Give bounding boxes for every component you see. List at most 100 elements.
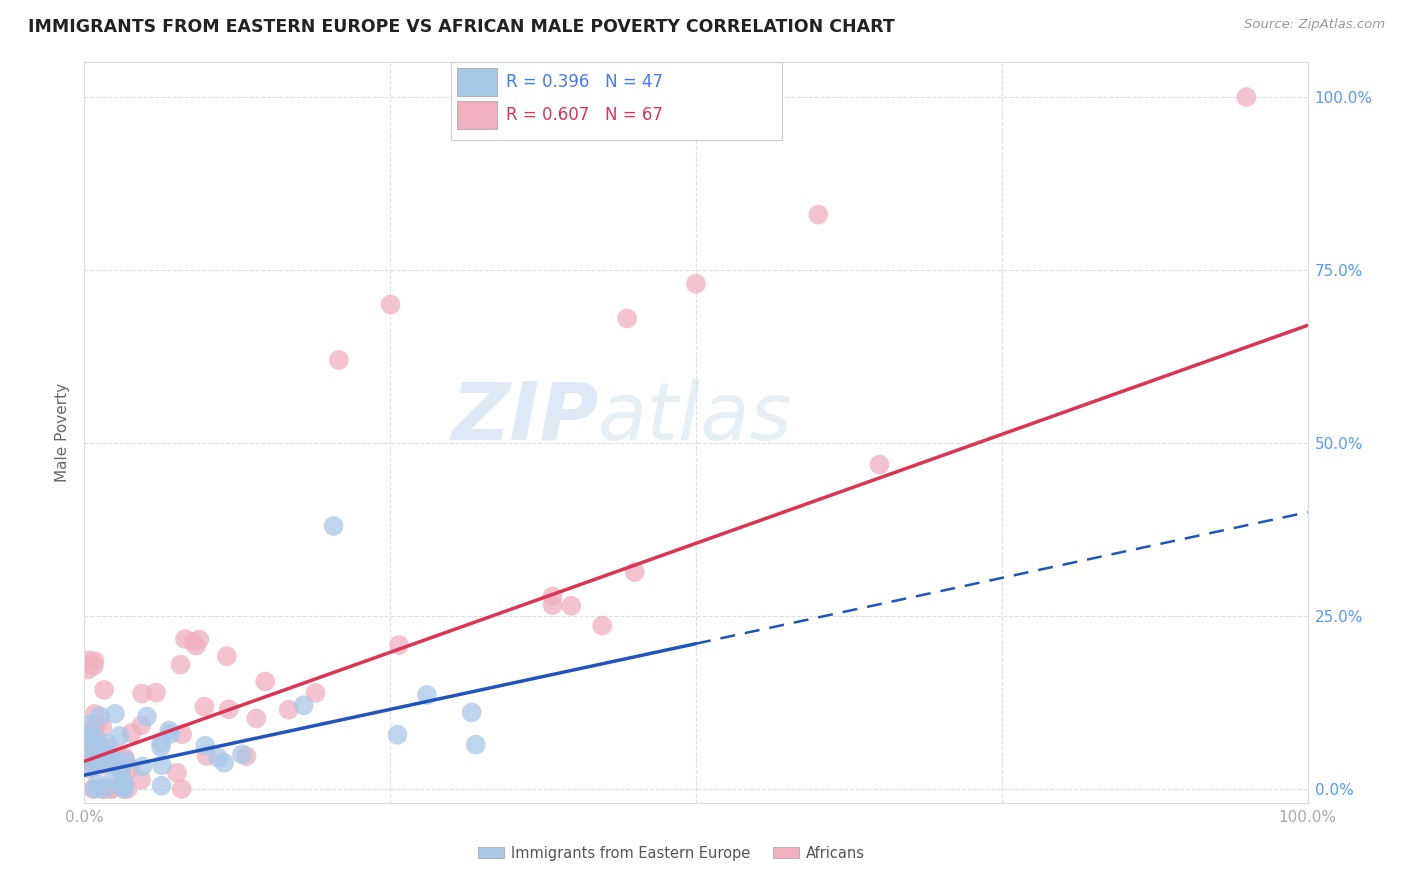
Point [207,750,229,764]
Point [235,749,257,764]
Point [104,706,127,721]
Point [83,735,105,749]
Point [82,760,104,774]
Point [159,727,181,741]
Point [96,736,118,750]
Point [84,756,107,770]
Point [131,687,153,701]
Point [112,781,135,796]
Point [86,717,108,731]
Text: IMMIGRANTS FROM EASTERN EUROPE VS AFRICAN MALE POVERTY CORRELATION CHART: IMMIGRANTS FROM EASTERN EUROPE VS AFRICA… [28,18,894,36]
Point [83,781,105,796]
Point [254,674,277,689]
Text: atlas: atlas [598,379,793,457]
FancyBboxPatch shape [451,62,782,140]
Point [110,764,132,779]
Point [76,663,98,677]
Point [76,725,98,739]
Point [82,739,104,754]
Point [624,565,647,579]
Point [129,772,152,787]
Point [105,747,128,761]
Point [591,618,613,632]
Point [100,781,122,796]
Point [93,781,115,796]
Point [145,685,167,699]
Text: R = 0.607   N = 67: R = 0.607 N = 67 [506,106,664,124]
Point [93,739,115,754]
Point [108,763,131,777]
Point [169,657,191,672]
Point [616,311,638,326]
Point [79,717,101,731]
Point [869,458,891,472]
Point [195,748,218,763]
Point [464,738,486,752]
Point [214,756,236,770]
Point [84,718,107,732]
Point [87,753,110,767]
Point [93,781,115,796]
Point [181,634,204,648]
Point [184,639,207,653]
Point [245,711,267,725]
Point [136,709,159,723]
Y-axis label: Male Poverty: Male Poverty [55,383,70,483]
Point [157,723,180,738]
Point [328,353,350,368]
Point [218,702,240,716]
Point [292,698,315,713]
Point [560,599,582,613]
Point [188,632,211,647]
Point [541,598,564,612]
Point [121,726,143,740]
Point [90,753,112,767]
Point [120,762,142,776]
Point [114,754,136,768]
Point [304,686,326,700]
Point [172,727,194,741]
Point [110,760,132,774]
Point [685,277,707,291]
Point [75,752,97,766]
Point [541,590,564,604]
Point [170,781,193,796]
Point [83,654,105,668]
Text: ZIP: ZIP [451,379,598,457]
Point [83,706,105,721]
Point [82,781,104,796]
FancyBboxPatch shape [457,101,496,129]
Point [83,658,105,673]
Point [112,774,135,789]
Point [112,778,135,792]
Point [79,731,101,745]
Point [416,688,439,702]
Point [100,781,122,796]
Point [117,781,139,796]
Point [84,734,107,748]
Point [91,740,114,755]
Point [149,739,172,754]
Point [1236,90,1258,104]
Point [108,729,131,743]
Point [80,726,103,740]
Point [89,709,111,723]
Point [104,755,127,769]
Point [91,758,114,772]
Point [79,740,101,755]
Point [80,747,103,761]
Point [194,739,217,753]
Text: R = 0.396   N = 47: R = 0.396 N = 47 [506,72,664,91]
FancyBboxPatch shape [457,68,496,95]
Point [131,718,153,732]
Point [231,747,253,762]
Point [114,750,136,764]
Point [131,759,153,773]
Point [86,738,108,752]
Point [112,779,135,793]
Point [89,745,111,759]
Text: Source: ZipAtlas.com: Source: ZipAtlas.com [1244,18,1385,31]
Point [149,736,172,750]
Point [322,519,344,533]
Point [150,758,173,772]
